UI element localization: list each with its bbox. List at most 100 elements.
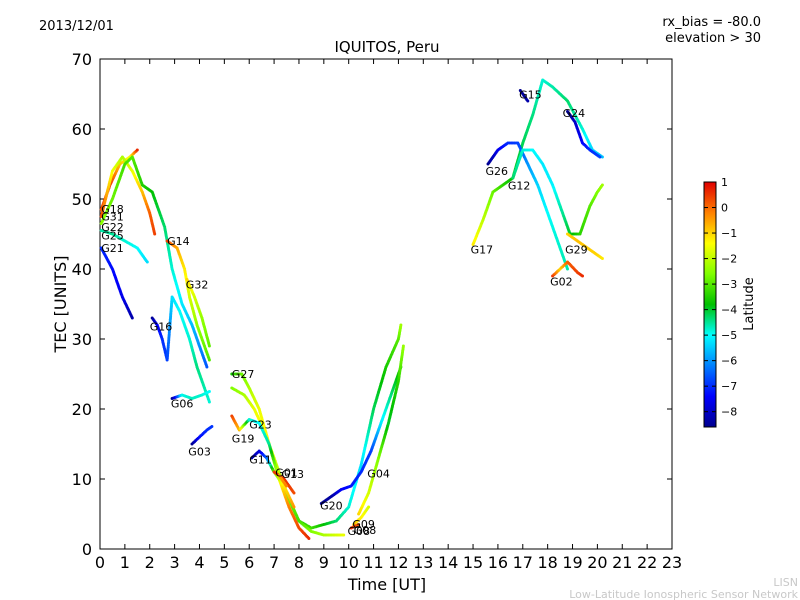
x-tick-label: 10: [339, 553, 359, 572]
x-tick-label: 1: [120, 553, 130, 572]
series-g09: [352, 505, 371, 526]
watermark-network: Low-Latitude Ionospheric Sensor Network: [569, 588, 798, 600]
data-point: [566, 267, 569, 271]
series-g14: [165, 239, 211, 362]
elevation-label: elevation > 30: [665, 31, 761, 46]
data-point: [285, 484, 288, 488]
satellite-label: G15: [519, 89, 542, 102]
data-point: [526, 99, 530, 103]
colorbar-tick-label: −1: [721, 227, 737, 240]
data-point: [207, 358, 211, 362]
series-g16: [150, 295, 211, 404]
satellite-label: G02: [550, 276, 573, 289]
satellite-label: G18: [101, 203, 124, 216]
colorbar-ticks: 1 0 −1 −2 −3 −4 −5 −6 −7 −8: [704, 176, 737, 419]
x-tick-label: 23: [662, 553, 682, 572]
data-point: [598, 155, 602, 159]
data-point: [399, 323, 403, 327]
x-tick-label: 5: [219, 553, 229, 572]
x-tick-label: 11: [363, 553, 383, 572]
satellite-label: G17: [471, 243, 494, 256]
data-point: [292, 505, 296, 509]
satellite-label: G29: [565, 243, 588, 256]
data-point: [207, 344, 211, 348]
series-g15: [518, 89, 530, 103]
satellite-label: G26: [486, 165, 509, 178]
data-point: [342, 533, 346, 537]
satellite-label: G08: [354, 524, 377, 537]
satellite-label: G04: [367, 467, 390, 480]
watermark-lisn: LISN: [773, 576, 798, 589]
series-g31: [99, 155, 157, 236]
data-point: [145, 260, 149, 264]
y-tick-label: 60: [72, 120, 92, 139]
series-g02: [551, 260, 584, 278]
satellite-label: G03: [188, 446, 211, 459]
y-axis-label: TEC [UNITS]: [51, 256, 70, 354]
data-point: [207, 390, 211, 393]
data-point: [210, 425, 214, 428]
data-point: [367, 505, 371, 509]
series-g04: [357, 344, 405, 516]
satellite-label: G21: [101, 242, 124, 255]
x-tick-label: 2: [145, 553, 155, 572]
satellite-label: G12: [508, 180, 531, 193]
colorbar-tick-label: −5: [721, 329, 737, 342]
satellite-label: G22: [101, 221, 124, 234]
x-tick-label: 12: [388, 553, 408, 572]
series-g29: [566, 232, 604, 260]
x-tick-label: 19: [562, 553, 582, 572]
colorbar-tick-label: −8: [721, 406, 737, 419]
x-axis-label: Time [UT]: [347, 575, 426, 594]
y-tick-label: 10: [72, 470, 92, 489]
y-tick-label: 20: [72, 400, 92, 419]
data-point: [600, 183, 604, 187]
series-g21: [99, 246, 134, 320]
y-tick-label: 70: [72, 50, 92, 69]
data-point: [292, 491, 296, 495]
colorbar-tick-label: −6: [721, 355, 737, 368]
data-point: [357, 523, 361, 526]
x-axis: 0 1 2 3 4 5 6 7 8 9 10 11 12 13 14 15 16 17 18 19 20 21 22 23: [95, 59, 682, 572]
satellite-label: G01: [275, 467, 298, 480]
data-point: [130, 316, 134, 320]
series-g03: [190, 425, 214, 446]
satellite-label: G32: [186, 278, 209, 291]
rx-bias-label: rx_bias = -80.0: [662, 15, 761, 30]
y-tick-label: 40: [72, 260, 92, 279]
x-tick-label: 9: [319, 553, 329, 572]
x-tick-label: 3: [170, 553, 180, 572]
series-g12: [511, 148, 604, 236]
data-point: [207, 400, 211, 404]
satellite-label: G27: [232, 368, 255, 381]
series-g24: [566, 110, 602, 159]
data-point: [205, 365, 209, 369]
series-g22: [99, 155, 209, 369]
x-tick-label: 22: [637, 553, 657, 572]
colorbar-tick-label: −4: [721, 304, 737, 317]
x-tick-label: 21: [612, 553, 632, 572]
y-axis: 0 10 20 30 40 50 60 70: [72, 50, 672, 559]
colorbar-tick-label: −3: [721, 278, 737, 291]
satellite-label: G19: [232, 432, 255, 445]
series-g26: [486, 141, 569, 271]
series-g13: [277, 474, 288, 488]
satellite-label: G20: [320, 500, 343, 513]
data-point: [600, 155, 604, 159]
colorbar-tick-label: 1: [721, 176, 728, 189]
satellite-label: G16: [150, 320, 173, 333]
date-label: 2013/12/01: [39, 19, 114, 34]
satellite-label: G08: [348, 525, 371, 538]
colorbar-tick-label: 0: [721, 202, 728, 215]
x-tick-label: 4: [194, 553, 204, 572]
x-tick-label: 18: [537, 553, 557, 572]
series-g20: [319, 365, 403, 505]
x-tick-label: 7: [269, 553, 279, 572]
y-tick-label: 50: [72, 190, 92, 209]
data-point: [581, 274, 584, 278]
y-tick-label: 30: [72, 330, 92, 349]
satellite-label: G25: [101, 229, 124, 242]
satellite-label: G09: [352, 518, 375, 531]
